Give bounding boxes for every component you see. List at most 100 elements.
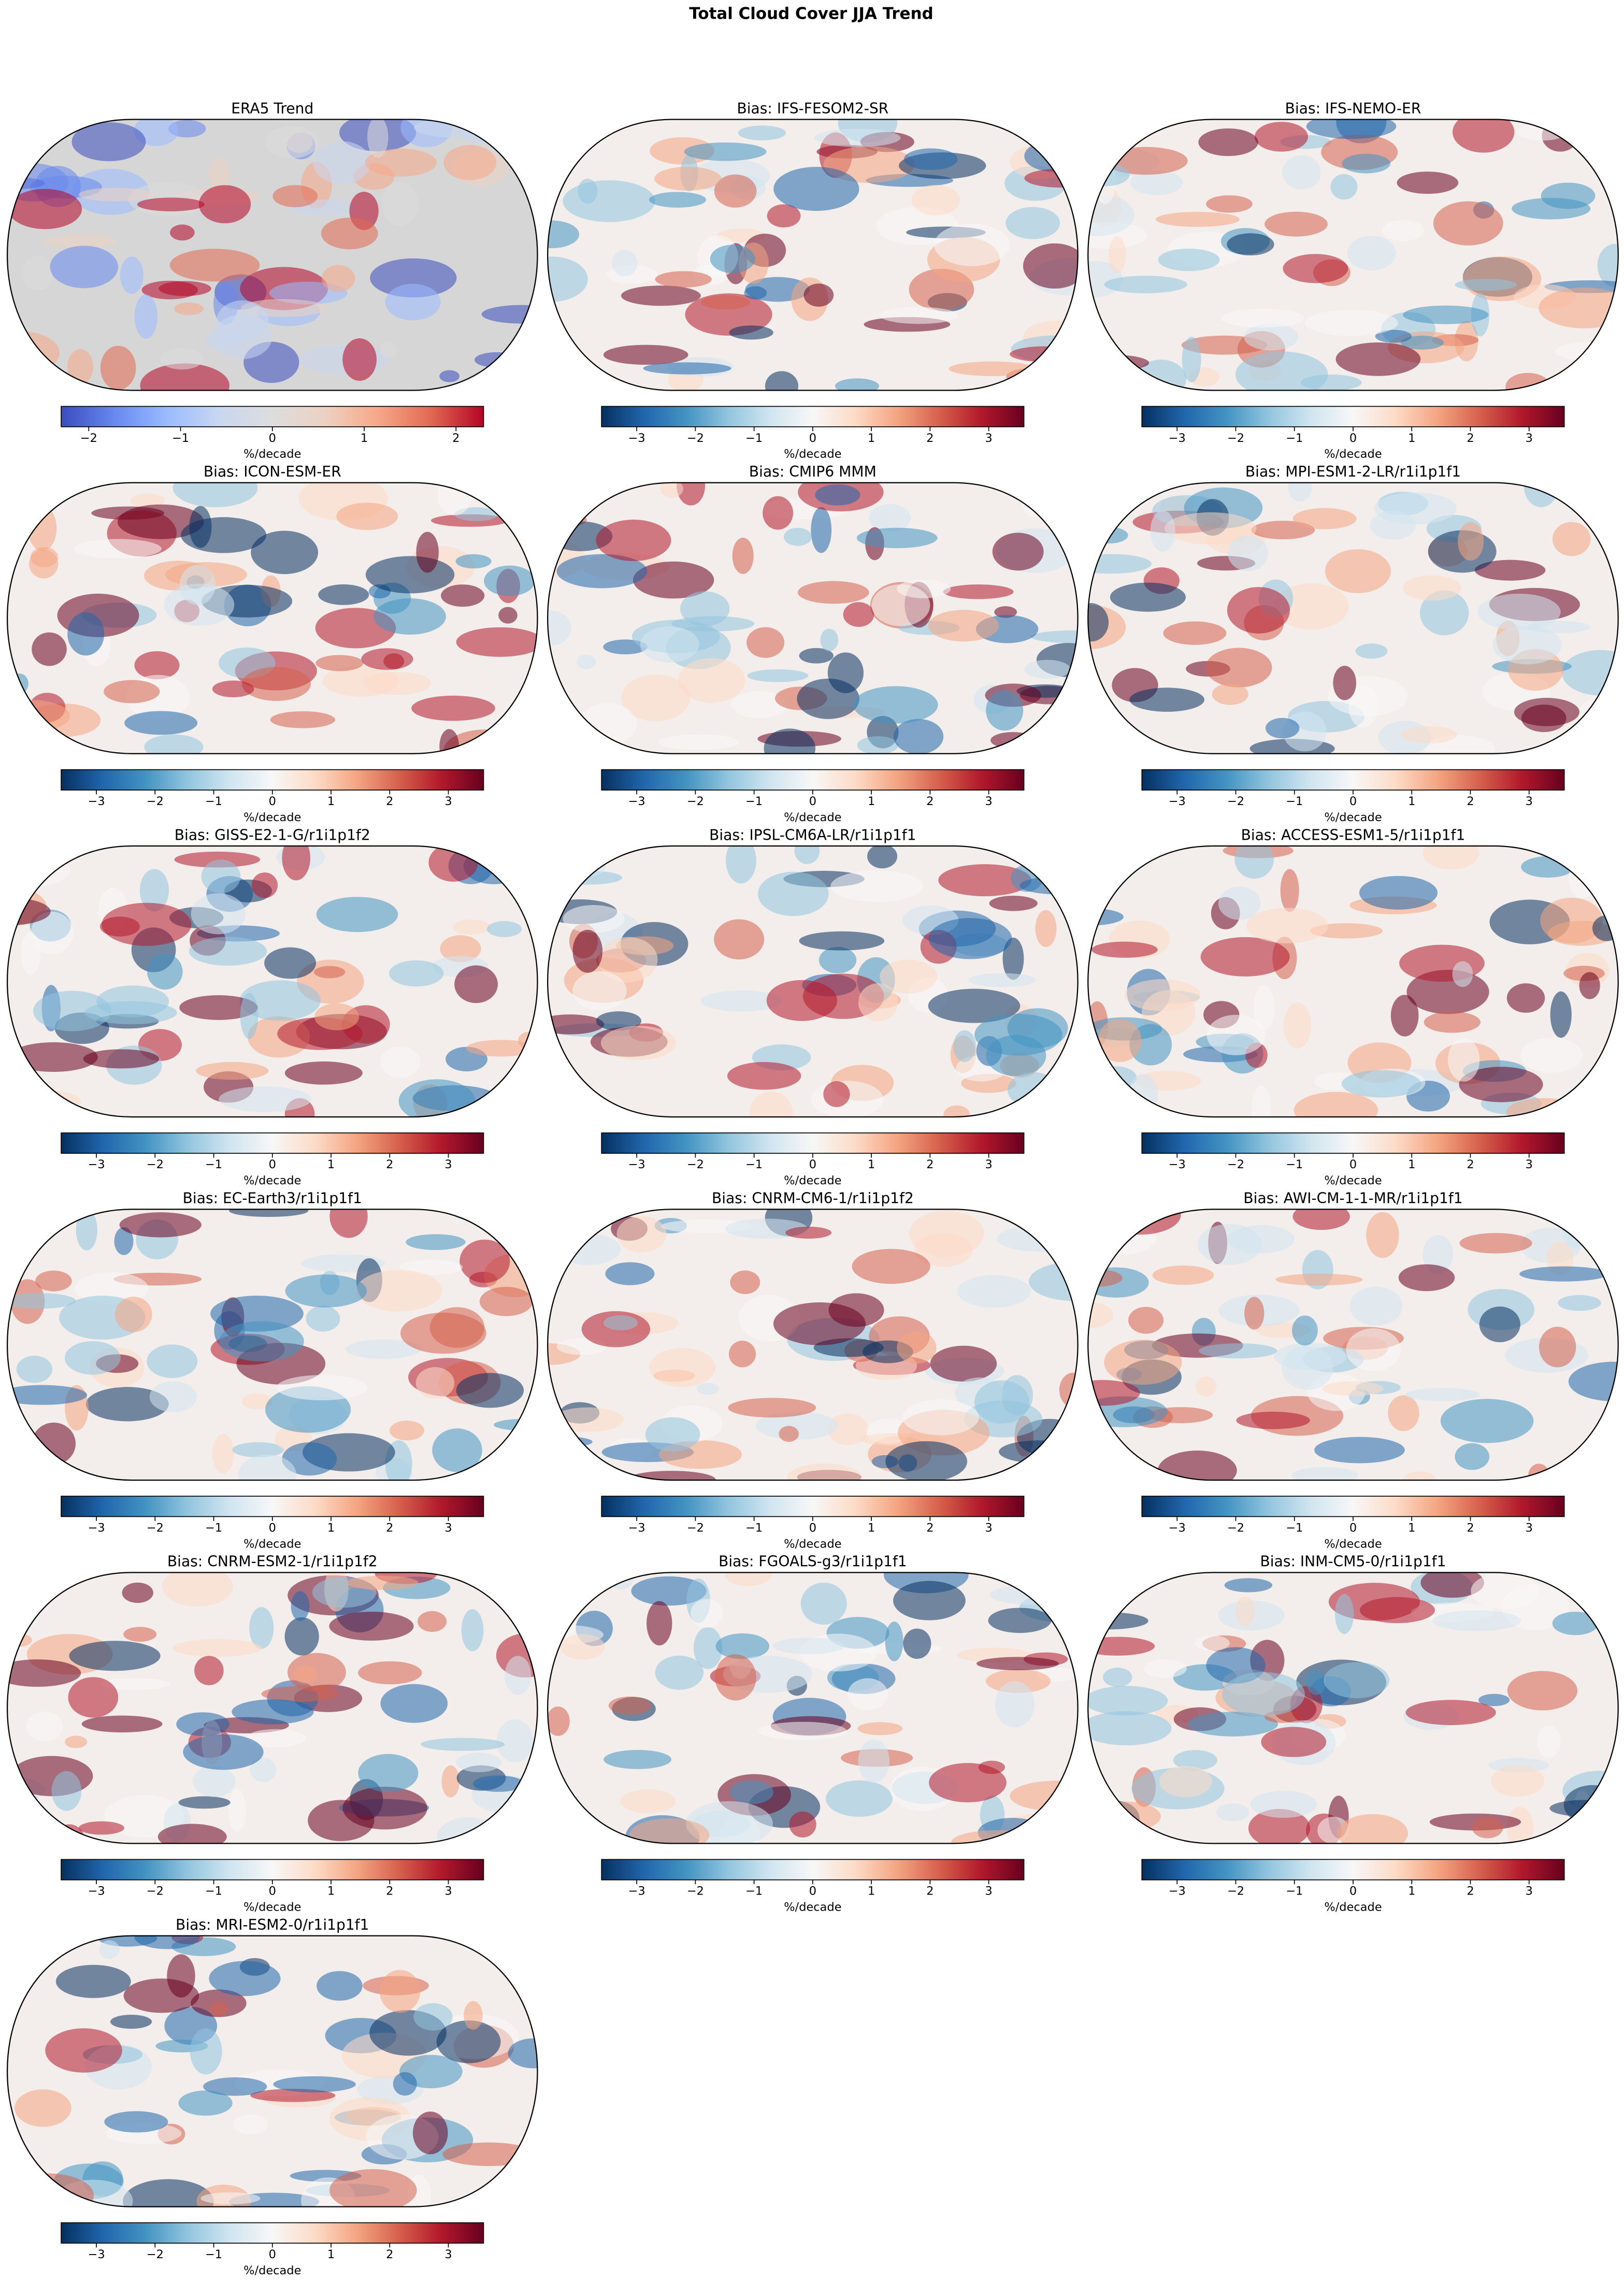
map-frame: [547, 482, 1079, 754]
colorbar-tick-label: 3: [1526, 1885, 1533, 1898]
panel-title: Bias: CMIP6 MMM: [749, 463, 876, 480]
colorbar: [1141, 406, 1565, 427]
colorbar-tick-label: −1: [1286, 1885, 1303, 1898]
colorbar-tick-label: 3: [1526, 1158, 1533, 1171]
colorbar-tick-label: −3: [1169, 1885, 1186, 1898]
colorbar-label: %/decade: [243, 1901, 301, 1914]
panel-title: Bias: ICON-ESM-ER: [204, 463, 341, 480]
colorbar-tick-label: 2: [452, 432, 459, 445]
colorbar-tick-label: 0: [269, 1158, 276, 1171]
colorbar-tick-label: 3: [985, 1885, 992, 1898]
map-texture: [7, 1572, 538, 1844]
map-texture: [7, 1935, 538, 2207]
colorbar-label: %/decade: [1324, 448, 1382, 461]
colorbar-tick-label: 0: [269, 432, 276, 445]
map-frame: [6, 482, 538, 754]
colorbar-tick-label: 0: [809, 795, 816, 808]
colorbar-tick-label: 2: [926, 1158, 933, 1171]
colorbar-tick-label: −2: [147, 1521, 164, 1534]
colorbar-tick-label: −1: [745, 432, 763, 445]
panel-title: Bias: IPSL-CM6A-LR/r1i1p1f1: [709, 826, 916, 843]
panel-title: Bias: IFS-FESOM2-SR: [737, 100, 888, 117]
panel-title: Bias: MPI-ESM1-2-LR/r1i1p1f1: [1245, 463, 1461, 480]
colorbar-tick-label: 3: [1526, 432, 1533, 445]
colorbar: [61, 406, 484, 427]
colorbar-tick-label: 3: [444, 1158, 452, 1171]
colorbar-tick-label: 1: [1408, 795, 1415, 808]
colorbar: [1141, 1859, 1565, 1881]
colorbar: [61, 1132, 484, 1154]
colorbar-tick-label: −3: [1169, 432, 1186, 445]
colorbar-tick-label: −3: [628, 1521, 645, 1534]
colorbar: [601, 1132, 1025, 1154]
colorbar-tick-label: 0: [1349, 1158, 1357, 1171]
colorbar-tick-label: −3: [628, 795, 645, 808]
colorbar-tick-label: −1: [745, 795, 763, 808]
panel-title: Bias: GISS-E2-1-G/r1i1p1f2: [175, 826, 370, 843]
colorbar-tick-label: 3: [444, 2248, 452, 2261]
colorbar-tick-label: −2: [687, 1885, 704, 1898]
colorbar-tick-label: 1: [868, 432, 875, 445]
colorbar-tick-label: 1: [327, 2248, 335, 2261]
colorbar-tick-label: −3: [88, 1158, 105, 1171]
panel-title: Bias: INM-CM5-0/r1i1p1f1: [1260, 1553, 1446, 1570]
colorbar-tick-label: −3: [1169, 795, 1186, 808]
colorbar-tick-label: −1: [1286, 432, 1303, 445]
colorbar-tick-label: −1: [1286, 1158, 1303, 1171]
map-frame: [1087, 482, 1619, 754]
colorbar-tick-label: 2: [1467, 1885, 1474, 1898]
colorbar-tick-label: 1: [327, 1885, 335, 1898]
colorbar-label: %/decade: [784, 1537, 841, 1551]
colorbar: [1141, 1132, 1565, 1154]
colorbar: [601, 406, 1025, 427]
colorbar: [61, 1496, 484, 1517]
map-texture: [548, 482, 1078, 754]
colorbar-tick-label: 0: [1349, 432, 1357, 445]
map-texture: [548, 1209, 1078, 1481]
map-frame: [6, 1572, 538, 1844]
colorbar-tick-label: 3: [985, 1521, 992, 1534]
map-frame: [547, 119, 1079, 391]
colorbar-tick-label: −2: [147, 1885, 164, 1898]
colorbar-tick-label: −2: [147, 795, 164, 808]
colorbar-tick-label: 3: [444, 1885, 452, 1898]
colorbar-tick-label: −2: [687, 1158, 704, 1171]
colorbar-tick-label: 0: [809, 1885, 816, 1898]
colorbar-tick-label: 1: [868, 795, 875, 808]
colorbar-tick-label: −2: [1227, 1885, 1244, 1898]
colorbar: [61, 1859, 484, 1881]
map-frame: [6, 119, 538, 391]
colorbar-tick-label: 2: [1467, 795, 1474, 808]
colorbar-label: %/decade: [784, 1901, 841, 1914]
panel-title: Bias: FGOALS-g3/r1i1p1f1: [718, 1553, 907, 1570]
colorbar: [601, 1859, 1025, 1881]
colorbar-tick-label: 0: [809, 1158, 816, 1171]
colorbar-tick-label: 2: [386, 2248, 393, 2261]
colorbar-tick-label: 0: [1349, 795, 1357, 808]
colorbar-tick-label: 1: [1408, 1521, 1415, 1534]
colorbar-tick-label: −3: [88, 1521, 105, 1534]
panel-title: Bias: IFS-NEMO-ER: [1285, 100, 1421, 117]
colorbar-tick-label: 0: [269, 2248, 276, 2261]
panel-title: ERA5 Trend: [231, 100, 313, 117]
colorbar-tick-label: −1: [745, 1521, 763, 1534]
colorbar-tick-label: −3: [628, 1885, 645, 1898]
colorbar-tick-label: 1: [868, 1521, 875, 1534]
map-texture: [548, 1572, 1078, 1844]
map-frame: [1087, 119, 1619, 391]
colorbar-tick-label: 2: [386, 1885, 393, 1898]
colorbar-tick-label: −2: [1227, 1158, 1244, 1171]
map-frame: [1087, 1209, 1619, 1481]
colorbar-tick-label: 2: [926, 1521, 933, 1534]
map-texture: [7, 845, 538, 1117]
colorbar-tick-label: 3: [985, 432, 992, 445]
colorbar-tick-label: −3: [1169, 1521, 1186, 1534]
colorbar-tick-label: 2: [926, 432, 933, 445]
colorbar-tick-label: 0: [809, 1521, 816, 1534]
colorbar-tick-label: 0: [1349, 1521, 1357, 1534]
colorbar-tick-label: −2: [80, 432, 97, 445]
colorbar-tick-label: 0: [269, 1885, 276, 1898]
panel-title: Bias: CNRM-CM6-1/r1i1p1f2: [712, 1190, 914, 1207]
colorbar-label: %/decade: [784, 811, 841, 824]
